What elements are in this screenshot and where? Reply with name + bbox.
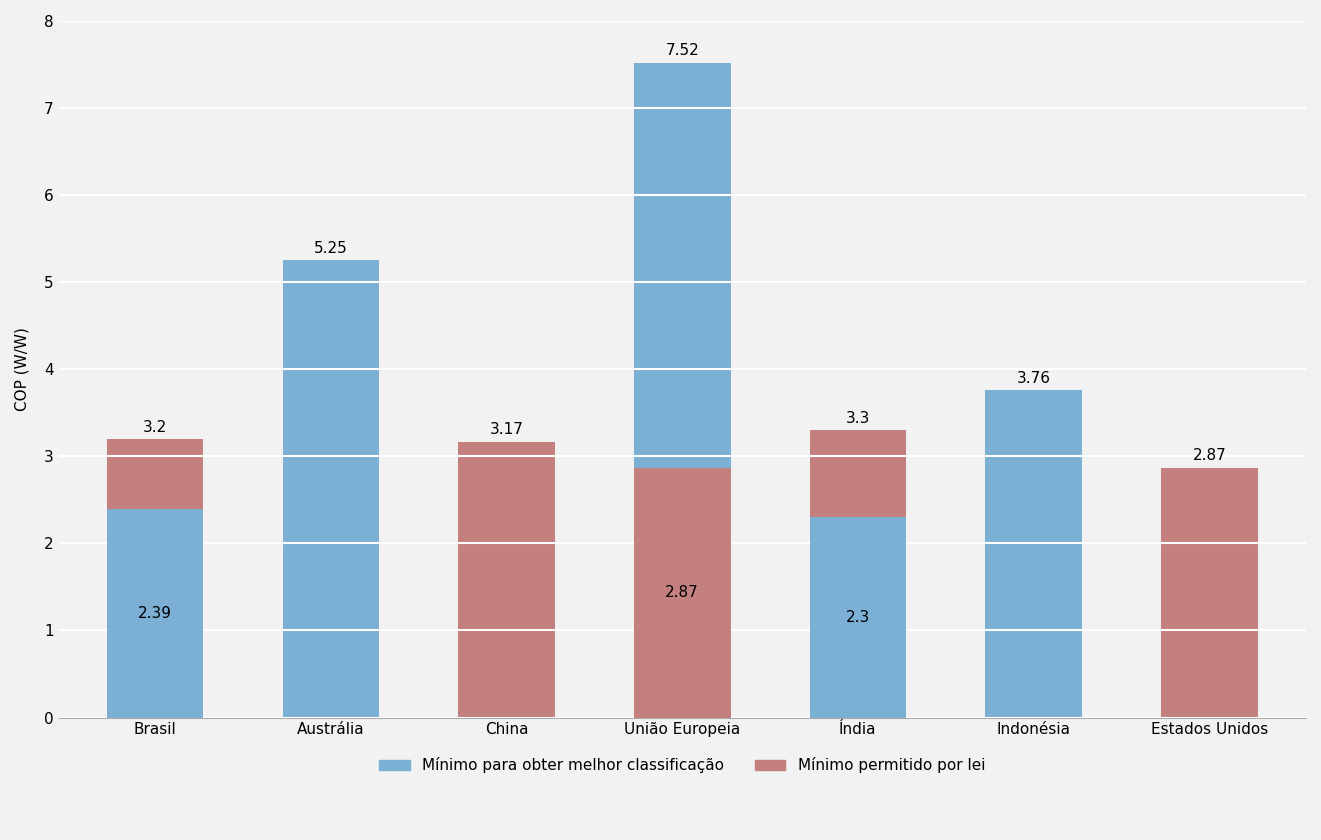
Bar bbox=[458, 442, 555, 717]
Text: 2.87: 2.87 bbox=[666, 585, 699, 600]
Text: 5.25: 5.25 bbox=[314, 241, 347, 256]
Text: 2.87: 2.87 bbox=[1193, 449, 1226, 464]
Bar bbox=[107, 439, 203, 717]
Text: 2.39: 2.39 bbox=[139, 606, 172, 621]
Bar bbox=[810, 517, 906, 717]
Bar bbox=[1161, 468, 1258, 717]
Bar bbox=[634, 468, 731, 717]
Text: 3.3: 3.3 bbox=[845, 411, 871, 426]
Bar bbox=[634, 63, 731, 717]
Bar bbox=[810, 430, 906, 717]
Y-axis label: COP (W/W): COP (W/W) bbox=[15, 328, 30, 412]
Bar bbox=[985, 390, 1082, 717]
Bar bbox=[107, 510, 203, 717]
Text: 2.3: 2.3 bbox=[845, 610, 871, 625]
Legend: Mínimo para obter melhor classificação, Mínimo permitido por lei: Mínimo para obter melhor classificação, … bbox=[374, 751, 991, 780]
Text: 3.76: 3.76 bbox=[1017, 370, 1050, 386]
Text: 3.17: 3.17 bbox=[490, 423, 523, 437]
Text: 3.2: 3.2 bbox=[143, 420, 168, 434]
Bar bbox=[283, 260, 379, 717]
Text: 7.52: 7.52 bbox=[666, 44, 699, 59]
